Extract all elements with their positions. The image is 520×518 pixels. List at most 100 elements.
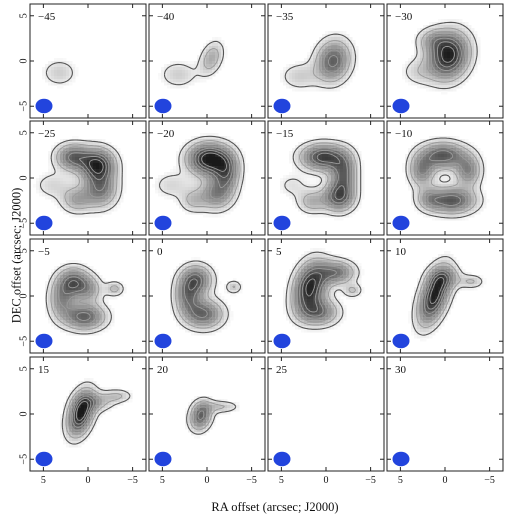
intensity-pixel <box>468 67 472 71</box>
intensity-pixel <box>158 76 162 80</box>
intensity-pixel <box>322 151 326 155</box>
intensity-pixel <box>173 67 177 71</box>
intensity-pixel <box>447 142 451 146</box>
intensity-pixel <box>212 314 216 318</box>
intensity-pixel <box>185 281 189 285</box>
intensity-pixel <box>87 287 91 291</box>
intensity-pixel <box>176 61 180 65</box>
intensity-pixel <box>99 187 103 191</box>
intensity-pixel <box>191 332 195 336</box>
intensity-pixel <box>331 67 335 71</box>
intensity-pixel <box>453 187 457 191</box>
intensity-pixel <box>221 142 225 146</box>
intensity-pixel <box>227 184 231 188</box>
emission-map <box>402 136 490 221</box>
intensity-pixel <box>417 67 421 71</box>
intensity-pixel <box>60 58 64 62</box>
intensity-pixel <box>423 37 427 41</box>
intensity-pixel <box>289 269 293 273</box>
intensity-pixel <box>57 326 61 330</box>
intensity-pixel <box>242 187 246 191</box>
intensity-pixel <box>414 190 418 194</box>
intensity-pixel <box>185 211 189 215</box>
intensity-pixel <box>435 85 439 89</box>
intensity-pixel <box>355 154 359 158</box>
intensity-pixel <box>307 61 311 65</box>
intensity-pixel <box>313 52 317 56</box>
intensity-pixel <box>182 287 186 291</box>
intensity-pixel <box>63 169 67 173</box>
intensity-pixel <box>179 199 183 203</box>
intensity-pixel <box>450 88 454 92</box>
intensity-pixel <box>75 73 79 77</box>
intensity-pixel <box>224 52 228 56</box>
intensity-pixel <box>185 61 189 65</box>
intensity-pixel <box>66 142 70 146</box>
intensity-pixel <box>87 184 91 188</box>
intensity-pixel <box>170 178 174 182</box>
intensity-pixel <box>48 169 52 173</box>
intensity-pixel <box>78 287 82 291</box>
intensity-pixel <box>60 157 64 161</box>
intensity-pixel <box>39 187 43 191</box>
intensity-pixel <box>200 178 204 182</box>
intensity-pixel <box>325 58 329 62</box>
intensity-pixel <box>54 175 58 179</box>
intensity-pixel <box>78 284 82 288</box>
intensity-pixel <box>447 193 451 197</box>
intensity-pixel <box>87 311 91 315</box>
intensity-pixel <box>411 166 415 170</box>
intensity-pixel <box>441 61 445 65</box>
intensity-pixel <box>90 142 94 146</box>
intensity-pixel <box>355 202 359 206</box>
intensity-pixel <box>75 214 79 218</box>
intensity-pixel <box>191 287 195 291</box>
intensity-pixel <box>322 67 326 71</box>
intensity-pixel <box>90 314 94 318</box>
intensity-pixel <box>191 73 195 77</box>
intensity-pixel <box>343 85 347 89</box>
intensity-pixel <box>337 169 341 173</box>
intensity-pixel <box>224 190 228 194</box>
intensity-pixel <box>411 61 415 65</box>
channel-panel: −35 <box>267 3 385 119</box>
intensity-pixel <box>411 70 415 74</box>
intensity-pixel <box>307 196 311 200</box>
intensity-pixel <box>420 175 424 179</box>
intensity-pixel <box>182 160 186 164</box>
intensity-pixel <box>176 311 180 315</box>
intensity-pixel <box>96 181 100 185</box>
intensity-pixel <box>96 154 100 158</box>
intensity-pixel <box>236 166 240 170</box>
intensity-pixel <box>358 193 362 197</box>
intensity-pixel <box>477 175 481 179</box>
intensity-pixel <box>337 178 341 182</box>
intensity-pixel <box>188 187 192 191</box>
intensity-pixel <box>194 199 198 203</box>
intensity-pixel <box>310 205 314 209</box>
intensity-pixel <box>432 187 436 191</box>
intensity-pixel <box>331 208 335 212</box>
intensity-pixel <box>453 136 457 140</box>
intensity-pixel <box>414 169 418 173</box>
intensity-pixel <box>51 317 55 321</box>
intensity-pixel <box>72 305 76 309</box>
intensity-pixel <box>221 52 225 56</box>
intensity-pixel <box>191 211 195 215</box>
intensity-pixel <box>459 28 463 32</box>
intensity-pixel <box>84 266 88 270</box>
intensity-pixel <box>319 40 323 44</box>
intensity-pixel <box>179 85 183 89</box>
intensity-pixel <box>197 148 201 152</box>
intensity-pixel <box>456 187 460 191</box>
intensity-pixel <box>450 190 454 194</box>
intensity-pixel <box>310 172 314 176</box>
intensity-pixel <box>343 160 347 164</box>
intensity-pixel <box>444 154 448 158</box>
intensity-pixel <box>218 172 222 176</box>
intensity-pixel <box>54 284 58 288</box>
intensity-pixel <box>313 157 317 161</box>
intensity-pixel <box>105 187 109 191</box>
intensity-pixel <box>93 139 97 143</box>
intensity-pixel <box>349 145 353 149</box>
